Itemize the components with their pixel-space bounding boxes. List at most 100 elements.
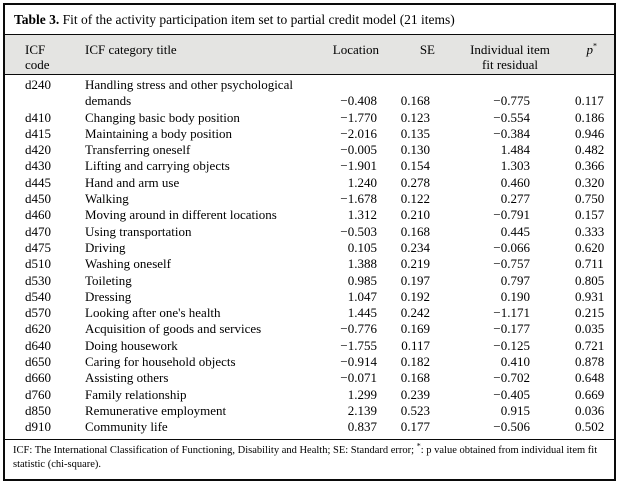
- cell-fit-residual: −0.384: [493, 125, 530, 141]
- cell-se: 0.117: [401, 337, 430, 353]
- cell-p-value: 0.320: [575, 174, 605, 190]
- cell-p-value: 0.215: [575, 305, 605, 321]
- cell-category-title: Family relationship: [85, 386, 187, 402]
- table-header: ICF code ICF category title Location SE …: [5, 35, 614, 75]
- cell-p-value: 0.036: [575, 402, 605, 418]
- table-row: d415 Maintaining a body position −2.016 0.1…: [5, 126, 614, 142]
- cell-category-title: Hand and arm use: [85, 174, 180, 190]
- col-header-fit-residual-line2: fit residual: [482, 57, 538, 72]
- cell-location: −0.005: [340, 142, 377, 158]
- cell-location: 1.388: [347, 256, 377, 272]
- table-row: d460 Moving around in different locations…: [5, 207, 614, 223]
- cell-location: −0.503: [340, 223, 377, 239]
- cell-icf-code: d240: [25, 77, 51, 92]
- cell-se: 0.523: [400, 402, 430, 418]
- table-row: d650 Caring for household objects −0.914 0.…: [5, 354, 614, 370]
- cell-icf-code: d420: [25, 142, 51, 158]
- cell-location: 0.837: [347, 419, 377, 435]
- table-row: d570 Looking after one's health 1.445 0.242…: [5, 305, 614, 321]
- cell-p-value: 0.035: [575, 321, 605, 337]
- cell-p-value: 0.721: [575, 337, 605, 353]
- col-header-p-value: p*: [575, 35, 614, 75]
- cell-category-title: Caring for household objects: [85, 354, 236, 370]
- cell-icf-code: d450: [25, 191, 51, 207]
- footnote-part1: ICF: The International Classification of…: [13, 444, 417, 456]
- cell-category-title: Toileting: [85, 272, 132, 288]
- cell-location: 0.985: [347, 272, 377, 288]
- cell-icf-code: d510: [25, 256, 51, 272]
- table-title: Table 3. Fit of the activity participati…: [5, 5, 614, 35]
- cell-location: 1.047: [347, 288, 377, 304]
- table-row: d445 Hand and arm use 1.240 0.278 0.460 0.320: [5, 175, 614, 191]
- p-label: p: [586, 42, 594, 57]
- cell-se: 0.169: [400, 321, 430, 337]
- cell-se: 0.168: [400, 223, 430, 239]
- cell-p-value: 0.620: [575, 239, 605, 255]
- cell-icf-code: d430: [25, 158, 51, 174]
- cell-fit-residual: −0.405: [493, 386, 530, 402]
- cell-category-title: Washing oneself: [85, 256, 171, 272]
- cell-category-title: Lifting and carrying objects: [85, 158, 230, 174]
- cell-icf-code: d620: [25, 321, 51, 337]
- table-row: d410 Changing basic body position −1.770 0.…: [5, 110, 614, 126]
- cell-se: 0.239: [400, 386, 430, 402]
- cell-category-title: Using transportation: [85, 223, 192, 239]
- cell-category-title: Looking after one's health: [85, 305, 221, 321]
- cell-category-title: Moving around in different locations: [85, 207, 277, 223]
- cell-fit-residual: −0.775: [493, 93, 530, 109]
- cell-p-value: 0.931: [575, 288, 605, 304]
- cell-location: −0.776: [340, 321, 377, 337]
- cell-fit-residual: −0.702: [493, 370, 530, 386]
- cell-se: 0.278: [400, 174, 430, 190]
- cell-category-title: Dressing: [85, 288, 132, 304]
- table-footnote: ICF: The International Classification of…: [5, 438, 614, 479]
- fit-statistics-table: ICF code ICF category title Location SE …: [5, 35, 614, 439]
- cell-icf-code: d460: [25, 207, 51, 223]
- table-row: d540 Dressing 1.047 0.192 0.190 0.931: [5, 289, 614, 305]
- cell-se: 0.168: [400, 370, 430, 386]
- cell-location: −1.770: [340, 109, 377, 125]
- cell-se: 0.192: [400, 288, 430, 304]
- cell-icf-code: d910: [25, 419, 51, 435]
- cell-p-value: 0.648: [575, 370, 605, 386]
- cell-se: 0.122: [400, 191, 430, 207]
- table-3-frame: Table 3. Fit of the activity participati…: [3, 3, 616, 481]
- table-row: d430 Lifting and carrying objects −1.901 0.…: [5, 158, 614, 174]
- table-row: d620 Acquisition of goods and services −0.…: [5, 321, 614, 337]
- cell-category-title: Doing housework: [85, 337, 178, 353]
- cell-p-value: 0.333: [575, 223, 605, 239]
- table-row: d470 Using transportation −0.503 0.168 0.445…: [5, 224, 614, 240]
- cell-fit-residual: 0.460: [500, 174, 530, 190]
- table-row: d850 Remunerative employment 2.139 0.523 0.9…: [5, 403, 614, 419]
- cell-location: 1.240: [347, 174, 377, 190]
- cell-se: 0.130: [400, 142, 430, 158]
- table-row: d530 Toileting 0.985 0.197 0.797 0.805: [5, 273, 614, 289]
- table-number: Table 3.: [14, 12, 60, 27]
- table-row: d910 Community life 0.837 0.177 −0.506 0.502: [5, 419, 614, 438]
- table-row: d240 Handling stress and other psychologi…: [5, 75, 614, 110]
- cell-icf-code: d650: [25, 354, 51, 370]
- cell-fit-residual: 0.410: [500, 354, 530, 370]
- footnote-asterisk: *: [416, 441, 421, 451]
- cell-se: 0.154: [400, 158, 430, 174]
- cell-icf-code: d540: [25, 288, 51, 304]
- cell-fit-residual: 0.445: [500, 223, 530, 239]
- cell-p-value: 0.482: [575, 142, 605, 158]
- cell-p-value: 0.669: [575, 386, 605, 402]
- cell-location: 1.445: [347, 305, 377, 321]
- cell-category-title: Changing basic body position: [85, 109, 240, 125]
- cell-p-value: 0.186: [575, 109, 605, 125]
- cell-fit-residual: 1.484: [500, 142, 530, 158]
- cell-se: 0.242: [400, 305, 430, 321]
- cell-icf-code: d530: [25, 272, 51, 288]
- cell-icf-code: d445: [25, 174, 51, 190]
- cell-icf-code: d470: [25, 223, 51, 239]
- cell-fit-residual: 1.303: [500, 158, 530, 174]
- cell-fit-residual: −0.554: [493, 109, 530, 125]
- table-row: d760 Family relationship 1.299 0.239 −0.405 0…: [5, 387, 614, 403]
- cell-p-value: 0.366: [575, 158, 605, 174]
- table-row: d640 Doing housework −1.755 0.117 −0.125 0.72…: [5, 338, 614, 354]
- cell-location: −1.755: [340, 337, 377, 353]
- cell-icf-code: d415: [25, 125, 51, 141]
- cell-category-title: Maintaining a body position: [85, 125, 232, 141]
